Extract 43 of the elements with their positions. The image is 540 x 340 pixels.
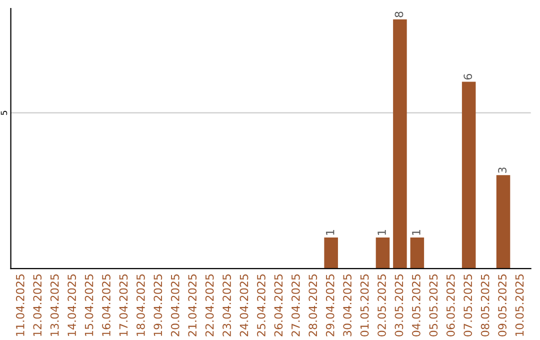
x-tick-label: 20.04.2025 <box>170 274 180 336</box>
x-tick-label: 17.04.2025 <box>119 274 128 336</box>
x-tick-label: 23.04.2025 <box>222 274 231 336</box>
x-tick-label: 14.04.2025 <box>68 274 76 336</box>
x-tick-label: 06.05.2025 <box>446 274 455 336</box>
x-tick-label: 12.04.2025 <box>33 274 42 336</box>
y-tick-label: 5 <box>0 110 8 115</box>
bar <box>410 237 424 269</box>
x-tick-label: 10.05.2025 <box>515 274 524 336</box>
x-tick-label: 09.05.2025 <box>498 274 506 336</box>
data-label: 8 <box>394 12 404 18</box>
x-tick-label: 04.05.2025 <box>412 274 420 336</box>
x-tick-label: 07.05.2025 <box>464 274 472 336</box>
x-tick-label: 15.04.2025 <box>84 274 94 336</box>
bar <box>376 237 390 269</box>
bar <box>393 19 407 269</box>
x-tick-label: 02.05.2025 <box>378 274 386 336</box>
x-tick-label: 11.04.2025 <box>16 274 24 336</box>
x-tick-label: 26.04.2025 <box>274 274 283 336</box>
bar <box>324 237 338 269</box>
x-tick-label: 24.04.2025 <box>240 274 248 336</box>
x-tick-label: 29.04.2025 <box>326 274 334 336</box>
x-tick-label: 16.04.2025 <box>102 274 110 336</box>
x-tick-label: 08.05.2025 <box>480 274 490 336</box>
x-tick-label: 05.05.2025 <box>429 274 438 336</box>
x-tick-label: 18.04.2025 <box>136 274 145 336</box>
x-tick-label: 13.04.2025 <box>50 274 59 336</box>
x-tick-label: 19.04.2025 <box>154 274 162 336</box>
x-tick-label: 28.04.2025 <box>308 274 318 336</box>
data-label: 3 <box>498 168 506 173</box>
x-tick-label: 22.04.2025 <box>205 274 214 336</box>
data-label: 1 <box>412 230 420 235</box>
x-tick-label: 27.04.2025 <box>291 274 300 336</box>
data-label: 1 <box>378 230 386 235</box>
x-tick-label: 25.04.2025 <box>257 274 266 336</box>
bar <box>462 82 476 269</box>
data-label: 1 <box>326 230 334 235</box>
x-tick-label: 21.04.2025 <box>188 274 197 336</box>
x-tick-label: 01.05.2025 <box>360 274 369 336</box>
bar <box>496 175 510 269</box>
x-tick-label: 30.04.2025 <box>343 274 352 336</box>
x-tick-label: 03.05.2025 <box>394 274 404 336</box>
data-label: 6 <box>464 74 472 80</box>
